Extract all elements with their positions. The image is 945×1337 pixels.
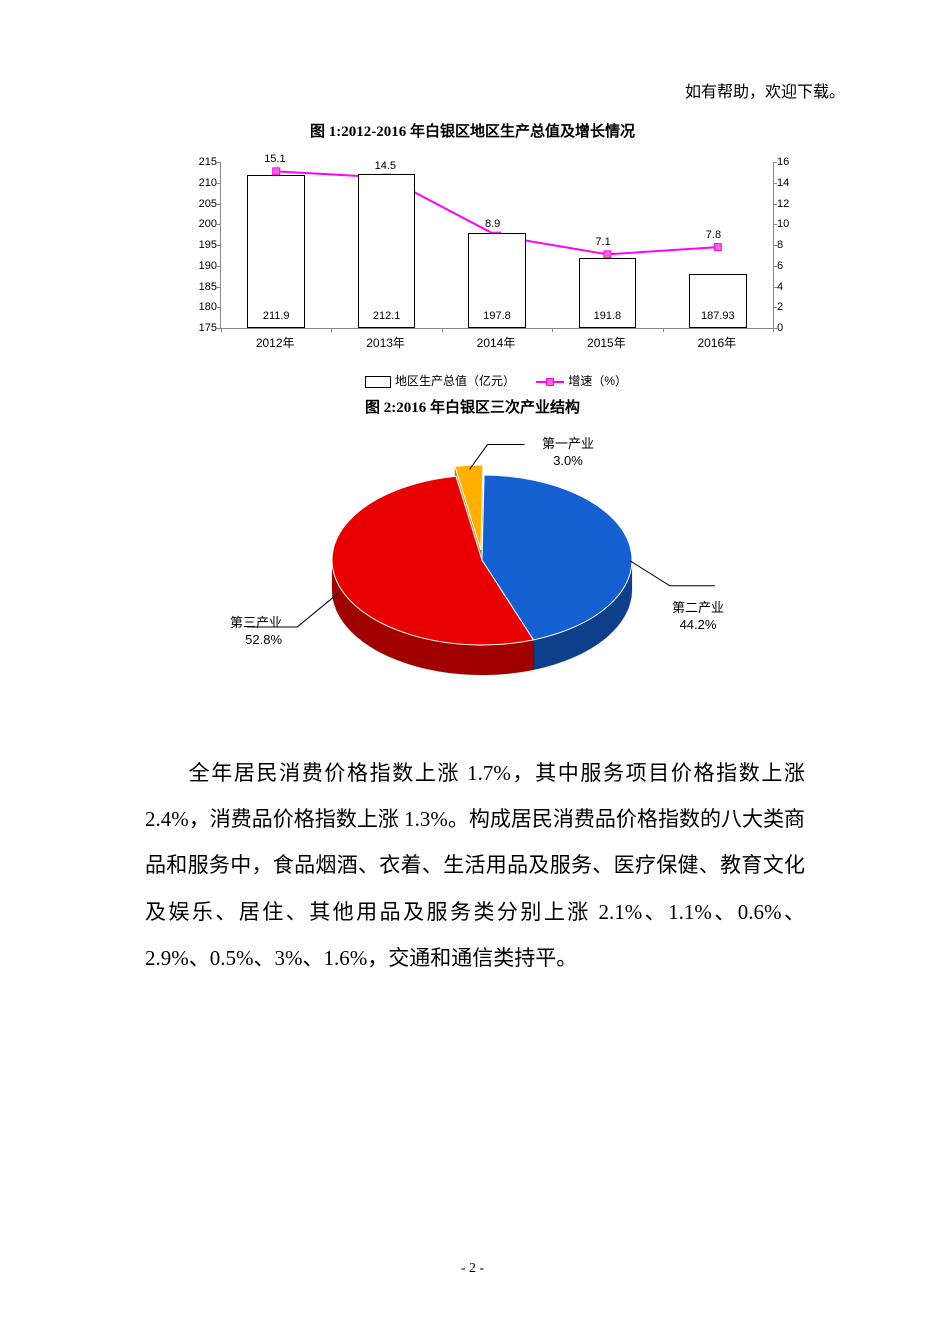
line-value-label: 8.9 bbox=[485, 218, 500, 230]
y-right-tick: 6 bbox=[777, 260, 795, 272]
line-value-label: 7.8 bbox=[706, 229, 721, 241]
y-right-tick: 2 bbox=[777, 301, 795, 313]
y-right-tick: 10 bbox=[777, 218, 795, 230]
y-left-tick: 175 bbox=[193, 322, 217, 334]
y-left-tick: 190 bbox=[193, 260, 217, 272]
fig2-pie-svg bbox=[182, 430, 794, 690]
y-right-tick: 14 bbox=[777, 177, 795, 189]
body-text-content: 全年居民消费价格指数上涨 1.7%，其中服务项目价格指数上涨 2.4%，消费品价… bbox=[145, 761, 805, 970]
line-value-label: 7.1 bbox=[595, 236, 610, 248]
bar-value-label: 197.8 bbox=[467, 310, 527, 322]
fig1-legend: 地区生产总值（亿元） 增速（%） bbox=[190, 372, 802, 389]
legend-line-swatch bbox=[536, 381, 564, 383]
y-left-tick: 180 bbox=[193, 301, 217, 313]
legend-line-label: 增速（%） bbox=[568, 374, 627, 388]
fig1-chart: 1751801851901952002052102150246810121416… bbox=[190, 162, 802, 402]
pie-label-secondary: 第二产业44.2% bbox=[672, 600, 724, 634]
legend-bar-label: 地区生产总值（亿元） bbox=[395, 374, 515, 388]
y-right-tick: 4 bbox=[777, 281, 795, 293]
pie-label-tertiary: 第三产业52.8% bbox=[230, 615, 282, 649]
bar bbox=[358, 174, 415, 328]
bar-value-label: 212.1 bbox=[357, 310, 417, 322]
line-value-label: 15.1 bbox=[264, 153, 285, 165]
y-right-tick: 0 bbox=[777, 322, 795, 334]
pie-label-primary: 第一产业3.0% bbox=[542, 436, 594, 470]
line-value-label: 14.5 bbox=[375, 160, 396, 172]
y-left-tick: 195 bbox=[193, 239, 217, 251]
y-left-tick: 210 bbox=[193, 177, 217, 189]
x-category-label: 2013年 bbox=[346, 334, 426, 351]
fig2-title: 图 2:2016 年白银区三次产业结构 bbox=[0, 396, 945, 417]
document-page: 如有帮助，欢迎下载。 图 1:2012-2016 年白银区地区生产总值及增长情况… bbox=[0, 0, 945, 1337]
y-left-tick: 200 bbox=[193, 218, 217, 230]
fig1-title: 图 1:2012-2016 年白银区地区生产总值及增长情况 bbox=[0, 120, 945, 141]
header-note: 如有帮助，欢迎下载。 bbox=[685, 78, 845, 102]
page-number: - 2 - bbox=[0, 1261, 945, 1277]
x-category-label: 2012年 bbox=[235, 334, 315, 351]
bar-value-label: 187.93 bbox=[688, 310, 748, 322]
fig1-plot-area: 1751801851901952002052102150246810121416… bbox=[220, 162, 774, 329]
y-right-tick: 8 bbox=[777, 239, 795, 251]
y-left-tick: 215 bbox=[193, 156, 217, 168]
x-category-label: 2015年 bbox=[566, 334, 646, 351]
x-category-label: 2014年 bbox=[456, 334, 536, 351]
bar-value-label: 211.9 bbox=[246, 310, 306, 322]
bar-value-label: 191.8 bbox=[577, 310, 637, 322]
legend-bar-swatch bbox=[365, 376, 391, 388]
fig2-chart: 第一产业3.0% 第二产业44.2% 第三产业52.8% bbox=[182, 430, 794, 690]
y-left-tick: 185 bbox=[193, 281, 217, 293]
bar bbox=[247, 175, 304, 328]
y-right-tick: 12 bbox=[777, 198, 795, 210]
y-left-tick: 205 bbox=[193, 198, 217, 210]
x-category-label: 2016年 bbox=[677, 334, 757, 351]
body-paragraph: 全年居民消费价格指数上涨 1.7%，其中服务项目价格指数上涨 2.4%，消费品价… bbox=[145, 750, 805, 981]
y-right-tick: 16 bbox=[777, 156, 795, 168]
